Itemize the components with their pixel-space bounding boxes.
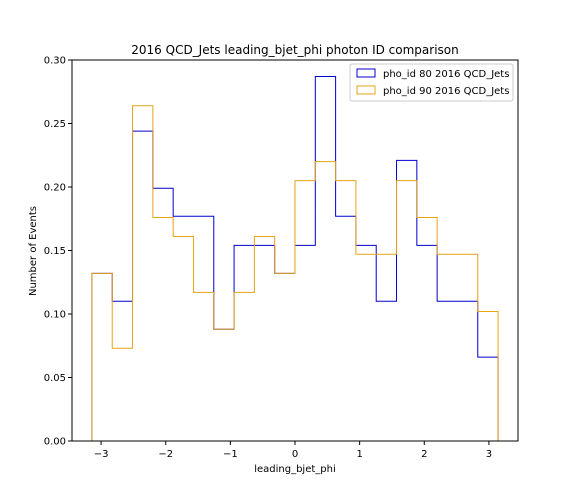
x-tick-label: 2 bbox=[421, 449, 427, 460]
y-tick-label: 0.25 bbox=[44, 119, 66, 130]
x-tick-label: 3 bbox=[486, 449, 492, 460]
y-tick-label: 0.30 bbox=[44, 56, 66, 67]
legend-swatch-1 bbox=[356, 68, 376, 78]
x-axis-label: leading_bjet_phi bbox=[254, 464, 336, 475]
y-tick-label: 0.15 bbox=[44, 246, 66, 257]
legend: pho_id 80 2016 QCD_Jets pho_id 90 2016 Q… bbox=[349, 63, 514, 102]
y-axis-ticks: 0.00 0.05 0.10 0.15 0.20 0.25 0.30 bbox=[44, 56, 72, 448]
x-tick-label: 0 bbox=[292, 449, 298, 460]
x-tick-label: −2 bbox=[158, 449, 173, 460]
legend-box bbox=[349, 63, 514, 102]
y-tick-label: 0.10 bbox=[44, 310, 66, 321]
y-tick-label: 0.00 bbox=[44, 437, 66, 448]
legend-swatch-2 bbox=[356, 85, 376, 95]
legend-label-1: pho_id 80 2016 QCD_Jets bbox=[383, 69, 509, 80]
y-tick-label: 0.20 bbox=[44, 183, 66, 194]
series-2-step-line bbox=[91, 105, 499, 441]
chart-title: 2016 QCD_Jets leading_bjet_phi photon ID… bbox=[131, 43, 458, 57]
series-layer bbox=[91, 76, 499, 441]
x-axis-ticks: −3 −2 −1 0 1 2 3 bbox=[94, 441, 492, 460]
legend-label-2: pho_id 90 2016 QCD_Jets bbox=[383, 86, 509, 97]
x-tick-label: −1 bbox=[223, 449, 238, 460]
y-axis-label: Number of Events bbox=[28, 206, 39, 296]
x-tick-label: −3 bbox=[94, 449, 109, 460]
y-tick-label: 0.05 bbox=[44, 373, 66, 384]
x-tick-label: 1 bbox=[356, 449, 362, 460]
